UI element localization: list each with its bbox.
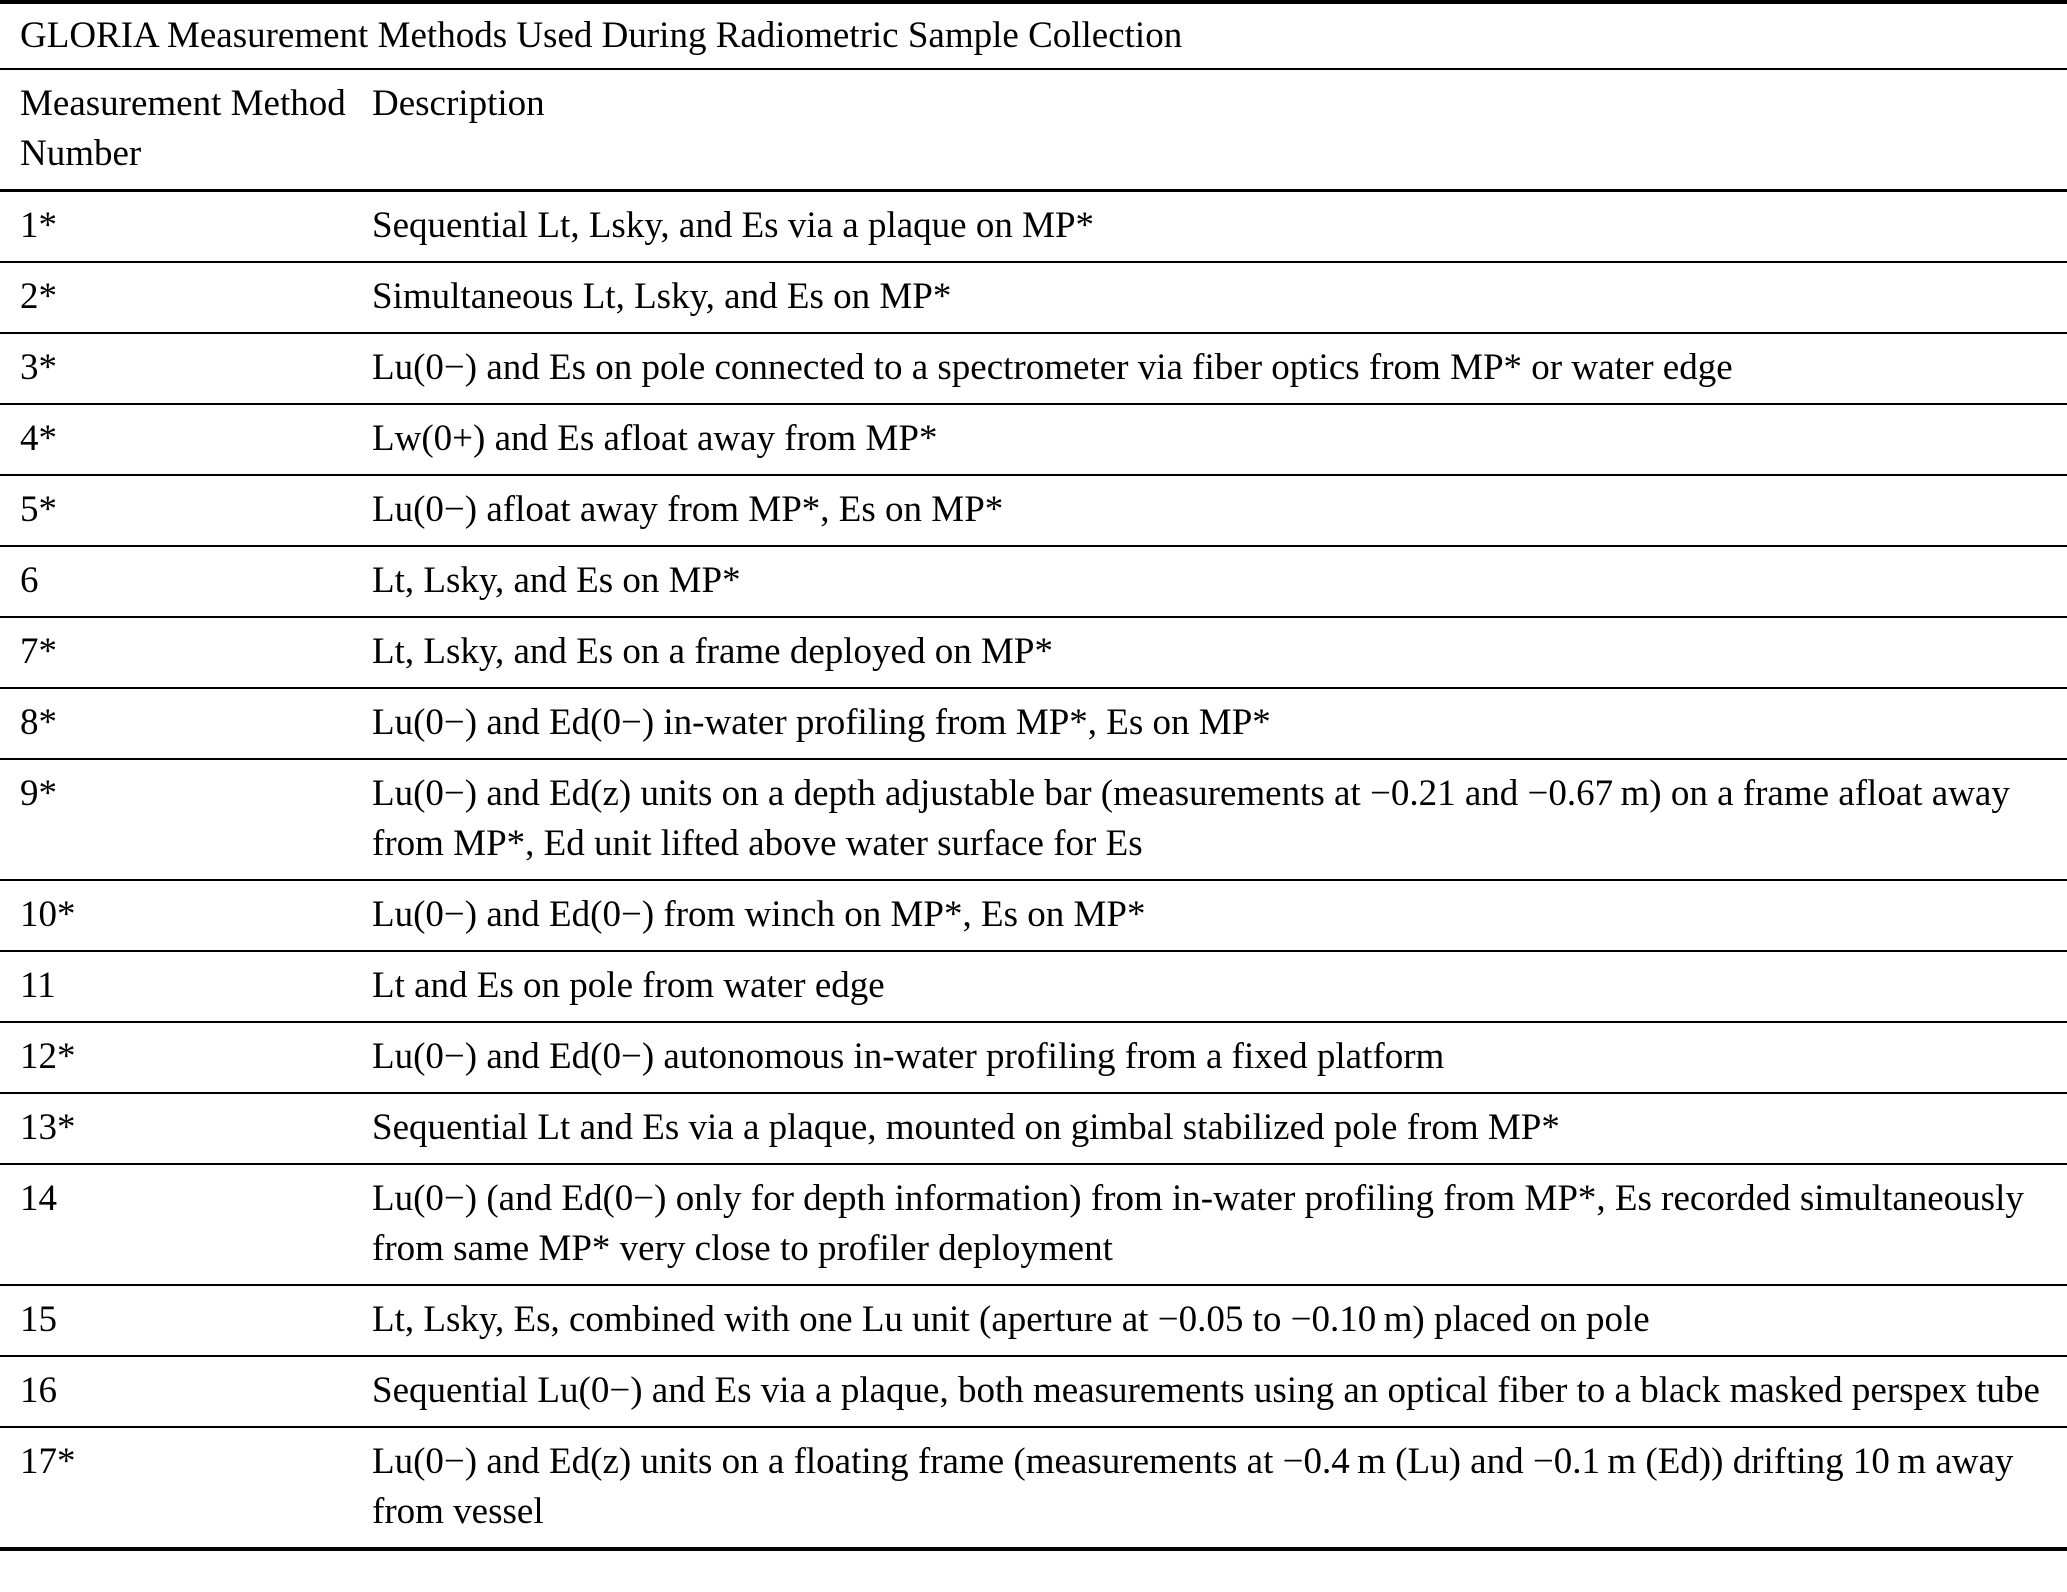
method-description-cell: Lt, Lsky, and Es on MP* <box>372 546 2067 618</box>
method-description-cell: Lt, Lsky, and Es on a frame deployed on … <box>372 617 2067 689</box>
method-number-cell: 11 <box>0 951 372 1023</box>
table-row: 10* Lu(0−) and Ed(0−) from winch on MP*,… <box>0 880 2067 952</box>
table-row: 5* Lu(0−) afloat away from MP*, Es on MP… <box>0 475 2067 547</box>
table-row: 14 Lu(0−) (and Ed(0−) only for depth inf… <box>0 1164 2067 1286</box>
method-number-cell: 13* <box>0 1093 372 1165</box>
method-description-cell: Sequential Lt, Lsky, and Es via a plaque… <box>372 190 2067 263</box>
method-number-cell: 2* <box>0 262 372 334</box>
methods-table: Measurement Method Number Description 1*… <box>0 70 2067 1551</box>
table-row: 12* Lu(0−) and Ed(0−) autonomous in-wate… <box>0 1022 2067 1094</box>
method-description-cell: Lu(0−) and Ed(0−) in-water profiling fro… <box>372 688 2067 760</box>
table-row: 17* Lu(0−) and Ed(z) units on a floating… <box>0 1427 2067 1551</box>
table-row: 2* Simultaneous Lt, Lsky, and Es on MP* <box>0 262 2067 334</box>
method-description-cell: Lt, Lsky, Es, combined with one Lu unit … <box>372 1285 2067 1357</box>
method-description-cell: Lu(0−) and Ed(z) units on a floating fra… <box>372 1427 2067 1551</box>
table-row: 9* Lu(0−) and Ed(z) units on a depth adj… <box>0 759 2067 881</box>
method-description-cell: Lu(0−) and Ed(0−) autonomous in-water pr… <box>372 1022 2067 1094</box>
method-number-cell: 8* <box>0 688 372 760</box>
method-number-cell: 1* <box>0 190 372 263</box>
table-title: GLORIA Measurement Methods Used During R… <box>0 4 2067 70</box>
method-number-cell: 17* <box>0 1427 372 1551</box>
method-number-cell: 10* <box>0 880 372 952</box>
table-body: 1* Sequential Lt, Lsky, and Es via a pla… <box>0 190 2067 1551</box>
method-number-cell: 7* <box>0 617 372 689</box>
method-description-cell: Lu(0−) afloat away from MP*, Es on MP* <box>372 475 2067 547</box>
header-row: Measurement Method Number Description <box>0 70 2067 192</box>
method-description-cell: Sequential Lt and Es via a plaque, mount… <box>372 1093 2067 1165</box>
table-row: 11 Lt and Es on pole from water edge <box>0 951 2067 1023</box>
method-description-cell: Lu(0−) and Ed(0−) from winch on MP*, Es … <box>372 880 2067 952</box>
table-row: 6 Lt, Lsky, and Es on MP* <box>0 546 2067 618</box>
table-row: 8* Lu(0−) and Ed(0−) in-water profiling … <box>0 688 2067 760</box>
method-number-cell: 5* <box>0 475 372 547</box>
method-description-cell: Lt and Es on pole from water edge <box>372 951 2067 1023</box>
method-description-cell: Lu(0−) (and Ed(0−) only for depth inform… <box>372 1164 2067 1286</box>
method-number-cell: 3* <box>0 333 372 405</box>
method-number-cell: 16 <box>0 1356 372 1428</box>
table-row: 7* Lt, Lsky, and Es on a frame deployed … <box>0 617 2067 689</box>
method-number-cell: 4* <box>0 404 372 476</box>
method-description-cell: Lu(0−) and Es on pole connected to a spe… <box>372 333 2067 405</box>
table-row: 3* Lu(0−) and Es on pole connected to a … <box>0 333 2067 405</box>
method-number-cell: 6 <box>0 546 372 618</box>
table-row: 4* Lw(0+) and Es afloat away from MP* <box>0 404 2067 476</box>
measurement-methods-table: GLORIA Measurement Methods Used During R… <box>0 0 2067 1551</box>
table-row: 15 Lt, Lsky, Es, combined with one Lu un… <box>0 1285 2067 1357</box>
column-header-description: Description <box>372 70 2067 192</box>
table-row: 1* Sequential Lt, Lsky, and Es via a pla… <box>0 190 2067 263</box>
method-description-cell: Sequential Lu(0−) and Es via a plaque, b… <box>372 1356 2067 1428</box>
table-row: 13* Sequential Lt and Es via a plaque, m… <box>0 1093 2067 1165</box>
method-number-cell: 15 <box>0 1285 372 1357</box>
column-header-measurement-method-number: Measurement Method Number <box>0 70 372 192</box>
method-number-cell: 14 <box>0 1164 372 1286</box>
table-header: Measurement Method Number Description <box>0 70 2067 192</box>
method-description-cell: Simultaneous Lt, Lsky, and Es on MP* <box>372 262 2067 334</box>
method-number-cell: 12* <box>0 1022 372 1094</box>
method-description-cell: Lu(0−) and Ed(z) units on a depth adjust… <box>372 759 2067 881</box>
method-description-cell: Lw(0+) and Es afloat away from MP* <box>372 404 2067 476</box>
method-number-cell: 9* <box>0 759 372 881</box>
table-row: 16 Sequential Lu(0−) and Es via a plaque… <box>0 1356 2067 1428</box>
